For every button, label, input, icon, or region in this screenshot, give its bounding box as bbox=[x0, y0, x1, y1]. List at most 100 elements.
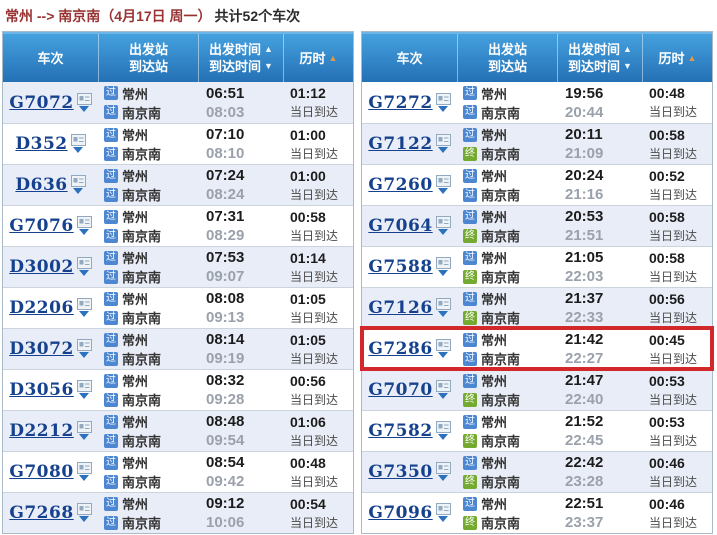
times-cell: 22:51 23:37 bbox=[557, 494, 637, 532]
expand-arrow-icon[interactable] bbox=[79, 105, 90, 112]
sort-desc-icon[interactable]: ▼ bbox=[264, 61, 273, 71]
train-number-link[interactable]: G7260 bbox=[368, 175, 433, 195]
departure-time: 07:24 bbox=[206, 167, 245, 184]
train-number-link[interactable]: G7350 bbox=[368, 462, 433, 482]
train-detail-card-icon[interactable] bbox=[435, 297, 451, 310]
train-actions bbox=[435, 256, 451, 276]
train-detail-card-icon[interactable] bbox=[435, 338, 451, 351]
train-detail-card-icon[interactable] bbox=[70, 174, 86, 187]
expand-arrow-icon[interactable] bbox=[438, 475, 449, 481]
train-number-link[interactable]: D3056 bbox=[9, 380, 74, 400]
header-times-sort[interactable]: 出发时间 ▲ 到达时间 ▼ bbox=[198, 34, 283, 82]
train-detail-card-icon[interactable] bbox=[435, 215, 451, 228]
expand-arrow-icon[interactable] bbox=[79, 311, 90, 317]
train-cell: G7076 bbox=[3, 216, 98, 236]
train-number-link[interactable]: D352 bbox=[15, 134, 68, 154]
train-detail-card-icon[interactable] bbox=[435, 420, 451, 433]
arrival-note: 当日到达 bbox=[290, 474, 339, 489]
arrival-station: 南京南 bbox=[481, 311, 521, 326]
header-times-sort[interactable]: 出发时间 ▲ 到达时间 ▼ bbox=[557, 34, 642, 82]
expand-arrow-icon[interactable] bbox=[438, 105, 449, 112]
train-detail-card-icon[interactable] bbox=[76, 215, 92, 228]
train-detail-card-icon[interactable] bbox=[435, 502, 451, 515]
train-number-link[interactable]: G7582 bbox=[368, 421, 433, 441]
train-number-link[interactable]: D3072 bbox=[9, 339, 74, 359]
train-detail-card-icon[interactable] bbox=[76, 297, 92, 310]
departure-time: 19:56 bbox=[565, 84, 604, 102]
train-detail-card-icon[interactable] bbox=[76, 256, 92, 269]
expand-arrow-icon[interactable] bbox=[79, 516, 90, 522]
expand-arrow-icon[interactable] bbox=[438, 229, 449, 235]
sort-asc-icon[interactable]: ▲ bbox=[687, 52, 697, 63]
stations-cell: 过 常州 终 南京南 bbox=[457, 453, 557, 491]
train-detail-card-icon[interactable] bbox=[435, 92, 451, 105]
pass-badge: 过 bbox=[104, 496, 118, 511]
train-actions bbox=[76, 256, 92, 276]
train-detail-card-icon[interactable] bbox=[76, 92, 92, 105]
expand-arrow-icon[interactable] bbox=[438, 516, 449, 522]
train-detail-card-icon[interactable] bbox=[435, 379, 451, 392]
train-number-link[interactable]: D3002 bbox=[9, 257, 74, 277]
expand-arrow-icon[interactable] bbox=[438, 311, 449, 317]
train-number-link[interactable]: G7588 bbox=[368, 257, 433, 277]
train-detail-card-icon[interactable] bbox=[76, 420, 92, 433]
expand-arrow-icon[interactable] bbox=[438, 434, 449, 440]
sort-desc-icon[interactable]: ▼ bbox=[623, 61, 632, 71]
expand-arrow-icon[interactable] bbox=[79, 475, 90, 481]
train-detail-card-icon[interactable] bbox=[76, 502, 92, 515]
train-number-link[interactable]: G7064 bbox=[368, 216, 433, 236]
arrival-time: 09:13 bbox=[206, 309, 245, 326]
train-number-link[interactable]: D636 bbox=[15, 175, 68, 195]
expand-arrow-icon[interactable] bbox=[79, 393, 90, 399]
arrival-note: 当日到达 bbox=[649, 269, 698, 284]
sort-asc-icon[interactable]: ▲ bbox=[623, 44, 632, 54]
train-detail-card-icon[interactable] bbox=[435, 174, 451, 187]
train-number-link[interactable]: G7286 bbox=[368, 339, 433, 359]
expand-arrow-icon[interactable] bbox=[438, 147, 449, 153]
train-number-link[interactable]: G7126 bbox=[368, 298, 433, 318]
train-row: G7096 过 常州 终 南京南 bbox=[362, 492, 712, 533]
expand-arrow-icon[interactable] bbox=[438, 352, 449, 358]
expand-arrow-icon[interactable] bbox=[438, 393, 449, 399]
train-cell: D352 bbox=[3, 134, 98, 154]
terminal-badge: 终 bbox=[463, 310, 477, 325]
pass-badge: 过 bbox=[463, 168, 477, 183]
train-number-link[interactable]: D2212 bbox=[9, 421, 74, 441]
sort-asc-icon[interactable]: ▲ bbox=[264, 44, 273, 54]
header-duration-sort[interactable]: 历时 ▲ bbox=[283, 34, 353, 82]
train-detail-card-icon[interactable] bbox=[435, 133, 451, 146]
train-number-link[interactable]: G7122 bbox=[368, 134, 433, 154]
train-detail-card-icon[interactable] bbox=[435, 461, 451, 474]
stations-cell: 过 常州 终 南京南 bbox=[457, 207, 557, 245]
train-number-link[interactable]: G7070 bbox=[368, 380, 433, 400]
train-actions bbox=[435, 297, 451, 317]
train-detail-card-icon[interactable] bbox=[76, 379, 92, 392]
expand-arrow-icon[interactable] bbox=[73, 188, 84, 194]
train-number-link[interactable]: D2206 bbox=[9, 298, 74, 318]
arrival-station: 南京南 bbox=[481, 352, 521, 367]
pass-badge: 过 bbox=[463, 455, 477, 470]
train-number-link[interactable]: G7096 bbox=[368, 503, 433, 523]
train-number-link[interactable]: G7072 bbox=[9, 92, 74, 113]
expand-arrow-icon[interactable] bbox=[73, 147, 84, 153]
sort-asc-icon[interactable]: ▲ bbox=[328, 52, 338, 63]
expand-arrow-icon[interactable] bbox=[438, 188, 449, 194]
pass-badge: 过 bbox=[463, 86, 477, 100]
train-detail-card-icon[interactable] bbox=[76, 338, 92, 351]
train-number-link[interactable]: G7080 bbox=[9, 462, 74, 482]
expand-arrow-icon[interactable] bbox=[79, 434, 90, 440]
duration-cell: 00:46 当日到达 bbox=[637, 454, 712, 491]
train-detail-card-icon[interactable] bbox=[76, 461, 92, 474]
expand-arrow-icon[interactable] bbox=[79, 229, 90, 235]
duration-cell: 01:14 当日到达 bbox=[278, 249, 353, 286]
train-number-link[interactable]: G7076 bbox=[9, 216, 74, 236]
train-detail-card-icon[interactable] bbox=[435, 256, 451, 269]
train-number-link[interactable]: G7272 bbox=[368, 92, 433, 113]
train-number-link[interactable]: G7268 bbox=[9, 503, 74, 523]
times-cell: 21:52 22:45 bbox=[557, 412, 637, 450]
expand-arrow-icon[interactable] bbox=[79, 352, 90, 358]
train-detail-card-icon[interactable] bbox=[70, 133, 86, 146]
header-duration-sort[interactable]: 历时 ▲ bbox=[642, 34, 712, 82]
expand-arrow-icon[interactable] bbox=[79, 270, 90, 276]
expand-arrow-icon[interactable] bbox=[438, 270, 449, 276]
